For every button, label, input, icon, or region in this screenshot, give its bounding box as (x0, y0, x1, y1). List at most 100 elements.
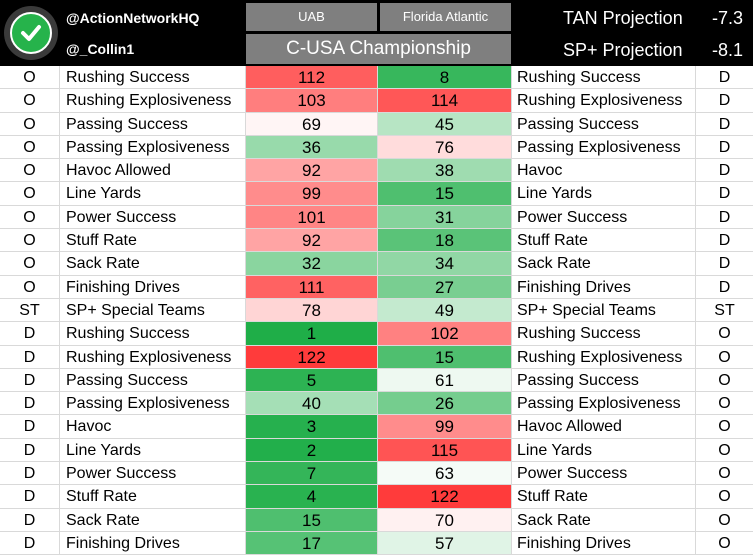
fau-rank-cell[interactable]: 99 (378, 415, 512, 438)
side-cell[interactable]: O (0, 252, 60, 275)
stat-name-cell[interactable]: Stuff Rate (60, 485, 246, 508)
opponent-stat-name-cell[interactable]: Stuff Rate (512, 229, 696, 252)
stat-name-cell[interactable]: Rushing Success (60, 66, 246, 89)
stat-name-cell[interactable]: Line Yards (60, 438, 246, 462)
opponent-stat-name-cell[interactable]: Finishing Drives (512, 275, 696, 298)
uab-rank-cell[interactable]: 112 (246, 66, 378, 89)
stat-name-cell[interactable]: Rushing Explosiveness (60, 89, 246, 112)
team-header-fau[interactable]: Florida Atlantic (380, 3, 511, 31)
fau-rank-cell[interactable]: 18 (378, 229, 512, 252)
uab-rank-cell[interactable]: 17 (246, 531, 378, 555)
opponent-stat-name-cell[interactable]: Power Success (512, 205, 696, 229)
opponent-side-cell[interactable]: O (718, 441, 731, 459)
uab-rank-cell[interactable]: 32 (246, 252, 378, 275)
uab-rank-cell[interactable]: 7 (246, 462, 378, 485)
opponent-side-cell[interactable]: D (718, 138, 731, 156)
opponent-side-cell[interactable]: D (718, 208, 731, 226)
opponent-stat-name-cell[interactable]: Stuff Rate (512, 485, 696, 508)
uab-rank-cell[interactable]: 36 (246, 135, 378, 159)
fau-rank-cell[interactable]: 45 (378, 112, 512, 135)
opponent-stat-name-cell[interactable]: Sack Rate (512, 252, 696, 275)
team-header-uab[interactable]: UAB (246, 3, 377, 31)
opponent-stat-name-cell[interactable]: Line Yards (512, 438, 696, 462)
tan-projection-value[interactable]: -7.3 (711, 8, 743, 28)
side-cell[interactable]: O (0, 159, 60, 182)
fau-rank-cell[interactable]: 122 (378, 485, 512, 508)
fau-rank-cell[interactable]: 34 (378, 252, 512, 275)
opponent-side-cell[interactable]: O (718, 418, 731, 436)
opponent-side-cell[interactable]: D (718, 162, 731, 180)
side-cell[interactable]: O (0, 135, 60, 159)
stat-name-cell[interactable]: Passing Success (60, 112, 246, 135)
fau-rank-cell[interactable]: 27 (378, 275, 512, 298)
uab-rank-cell[interactable]: 99 (246, 182, 378, 205)
uab-rank-cell[interactable]: 103 (246, 89, 378, 112)
uab-rank-cell[interactable]: 92 (246, 159, 378, 182)
opponent-side-cell[interactable]: D (718, 115, 731, 133)
sp-projection-value[interactable]: -8.1 (711, 40, 743, 60)
stat-name-cell[interactable]: Line Yards (60, 182, 246, 205)
opponent-side-cell[interactable]: O (718, 348, 731, 366)
fau-rank-cell[interactable]: 115 (378, 438, 512, 462)
stat-name-cell[interactable]: Sack Rate (60, 252, 246, 275)
opponent-side-cell[interactable]: D (718, 69, 731, 86)
opponent-side-cell[interactable]: ST (714, 301, 735, 319)
side-cell[interactable]: D (0, 368, 60, 392)
stat-name-cell[interactable]: Havoc (60, 415, 246, 438)
uab-rank-cell[interactable]: 5 (246, 368, 378, 392)
uab-rank-cell[interactable]: 78 (246, 298, 378, 322)
opponent-stat-name-cell[interactable]: Rushing Explosiveness (512, 89, 696, 112)
side-cell[interactable]: D (0, 531, 60, 555)
opponent-stat-name-cell[interactable]: Passing Success (512, 112, 696, 135)
opponent-side-cell[interactable]: O (718, 371, 731, 389)
fau-rank-cell[interactable]: 63 (378, 462, 512, 485)
fau-rank-cell[interactable]: 102 (378, 322, 512, 345)
stat-name-cell[interactable]: Power Success (60, 205, 246, 229)
opponent-side-cell[interactable]: O (718, 511, 731, 529)
opponent-stat-name-cell[interactable]: Passing Explosiveness (512, 135, 696, 159)
opponent-side-cell[interactable]: O (718, 325, 731, 343)
fau-rank-cell[interactable]: 15 (378, 182, 512, 205)
fau-rank-cell[interactable]: 114 (378, 89, 512, 112)
side-cell[interactable]: D (0, 392, 60, 415)
opponent-side-cell[interactable]: D (718, 255, 731, 273)
side-cell[interactable]: D (0, 485, 60, 508)
opponent-stat-name-cell[interactable]: Rushing Success (512, 66, 696, 89)
side-cell[interactable]: O (0, 275, 60, 298)
stat-name-cell[interactable]: Passing Explosiveness (60, 135, 246, 159)
uab-rank-cell[interactable]: 69 (246, 112, 378, 135)
side-cell[interactable]: O (0, 205, 60, 229)
stat-name-cell[interactable]: Passing Success (60, 368, 246, 392)
fau-rank-cell[interactable]: 31 (378, 205, 512, 229)
opponent-side-cell[interactable]: D (718, 185, 731, 203)
side-cell[interactable]: ST (0, 298, 60, 322)
uab-rank-cell[interactable]: 1 (246, 322, 378, 345)
opponent-side-cell[interactable]: O (718, 465, 731, 483)
stat-name-cell[interactable]: Finishing Drives (60, 531, 246, 555)
stat-name-cell[interactable]: Sack Rate (60, 508, 246, 531)
fau-rank-cell[interactable]: 70 (378, 508, 512, 531)
uab-rank-cell[interactable]: 101 (246, 205, 378, 229)
uab-rank-cell[interactable]: 3 (246, 415, 378, 438)
stat-name-cell[interactable]: Power Success (60, 462, 246, 485)
stat-name-cell[interactable]: Stuff Rate (60, 229, 246, 252)
uab-rank-cell[interactable]: 2 (246, 438, 378, 462)
opponent-stat-name-cell[interactable]: Rushing Success (512, 322, 696, 345)
uab-rank-cell[interactable]: 111 (246, 275, 378, 298)
game-title[interactable]: C-USA Championship (246, 34, 511, 64)
side-cell[interactable]: O (0, 229, 60, 252)
opponent-side-cell[interactable]: O (718, 395, 731, 413)
opponent-stat-name-cell[interactable]: Passing Success (512, 368, 696, 392)
fau-rank-cell[interactable]: 8 (378, 66, 512, 89)
side-cell[interactable]: O (0, 112, 60, 135)
opponent-stat-name-cell[interactable]: SP+ Special Teams (512, 298, 696, 322)
fau-rank-cell[interactable]: 49 (378, 298, 512, 322)
side-cell[interactable]: O (0, 182, 60, 205)
stat-name-cell[interactable]: Rushing Success (60, 322, 246, 345)
side-cell[interactable]: D (0, 438, 60, 462)
uab-rank-cell[interactable]: 15 (246, 508, 378, 531)
stat-name-cell[interactable]: SP+ Special Teams (60, 298, 246, 322)
side-cell[interactable]: D (0, 415, 60, 438)
uab-rank-cell[interactable]: 92 (246, 229, 378, 252)
fau-rank-cell[interactable]: 76 (378, 135, 512, 159)
